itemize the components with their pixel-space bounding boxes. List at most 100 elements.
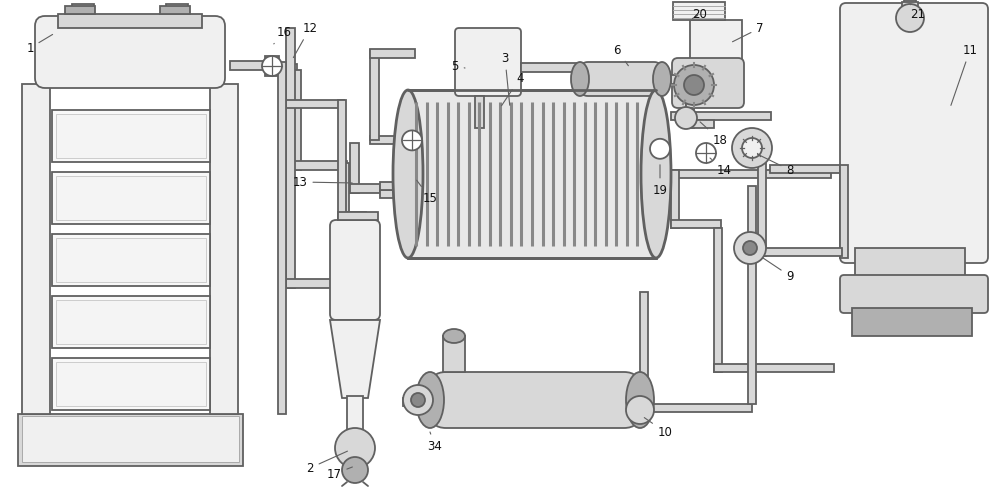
Bar bbox=[686, 83, 694, 128]
Bar bbox=[292, 70, 301, 170]
Text: 16: 16 bbox=[274, 25, 292, 44]
Circle shape bbox=[734, 232, 766, 264]
Ellipse shape bbox=[416, 372, 444, 428]
Bar bbox=[370, 137, 404, 144]
Bar bbox=[52, 234, 210, 286]
Bar bbox=[340, 219, 370, 228]
Ellipse shape bbox=[393, 90, 423, 258]
Bar bbox=[640, 404, 752, 412]
Text: 10: 10 bbox=[644, 418, 672, 439]
Circle shape bbox=[403, 385, 433, 415]
Bar bbox=[443, 336, 465, 372]
Bar bbox=[56, 300, 206, 344]
Bar bbox=[286, 100, 344, 108]
Bar bbox=[52, 358, 210, 410]
Text: 2: 2 bbox=[306, 451, 347, 474]
Bar bbox=[380, 182, 408, 190]
Bar bbox=[338, 100, 346, 220]
Bar bbox=[160, 6, 190, 14]
Bar bbox=[370, 50, 379, 141]
Circle shape bbox=[674, 65, 714, 105]
Bar bbox=[210, 84, 238, 414]
Bar bbox=[370, 49, 415, 59]
FancyBboxPatch shape bbox=[35, 16, 225, 88]
Text: 19: 19 bbox=[652, 165, 668, 197]
Bar bbox=[714, 364, 834, 372]
Bar bbox=[840, 165, 848, 258]
Ellipse shape bbox=[443, 329, 465, 343]
Bar bbox=[56, 176, 206, 220]
Bar bbox=[340, 163, 349, 228]
Circle shape bbox=[896, 4, 924, 32]
Text: 17: 17 bbox=[326, 467, 352, 481]
Circle shape bbox=[732, 128, 772, 168]
Bar bbox=[671, 170, 831, 178]
Text: 7: 7 bbox=[732, 21, 764, 42]
Bar bbox=[292, 161, 347, 170]
Circle shape bbox=[411, 393, 425, 407]
Text: 6: 6 bbox=[613, 43, 628, 66]
Circle shape bbox=[743, 241, 757, 255]
Bar bbox=[56, 114, 206, 158]
Bar bbox=[758, 146, 766, 256]
Text: 14: 14 bbox=[710, 158, 732, 177]
Ellipse shape bbox=[653, 62, 671, 96]
Circle shape bbox=[626, 396, 654, 424]
Bar bbox=[72, 4, 94, 16]
Bar bbox=[686, 84, 694, 108]
Bar bbox=[671, 75, 681, 84]
Bar bbox=[230, 61, 268, 70]
Bar bbox=[286, 28, 295, 288]
FancyBboxPatch shape bbox=[840, 3, 988, 263]
Bar bbox=[852, 308, 972, 336]
Ellipse shape bbox=[641, 90, 671, 258]
Bar bbox=[475, 96, 484, 128]
Bar bbox=[855, 248, 965, 278]
Bar bbox=[58, 14, 202, 28]
Bar bbox=[278, 62, 286, 414]
Circle shape bbox=[402, 130, 422, 150]
FancyBboxPatch shape bbox=[580, 62, 662, 96]
FancyBboxPatch shape bbox=[840, 275, 988, 313]
Bar bbox=[671, 220, 721, 228]
Text: 5: 5 bbox=[451, 60, 465, 73]
Bar bbox=[640, 292, 648, 412]
Bar bbox=[671, 170, 679, 228]
Bar bbox=[758, 248, 842, 256]
Bar bbox=[673, 2, 725, 20]
Bar bbox=[904, 0, 916, 4]
Bar bbox=[56, 238, 206, 282]
Circle shape bbox=[684, 75, 704, 95]
Text: 20: 20 bbox=[692, 7, 707, 20]
Text: 34: 34 bbox=[428, 432, 442, 452]
Bar bbox=[347, 396, 363, 434]
Bar bbox=[65, 6, 95, 14]
Text: 9: 9 bbox=[762, 258, 794, 283]
Text: 15: 15 bbox=[417, 180, 437, 204]
Text: 1: 1 bbox=[26, 35, 53, 55]
Bar bbox=[770, 165, 840, 173]
Bar bbox=[344, 212, 366, 222]
Bar bbox=[686, 120, 714, 128]
Text: 18: 18 bbox=[700, 122, 727, 146]
Text: 21: 21 bbox=[910, 4, 926, 20]
Bar bbox=[902, 2, 918, 12]
Bar bbox=[748, 186, 756, 404]
Bar bbox=[690, 20, 742, 98]
FancyBboxPatch shape bbox=[430, 372, 640, 428]
Polygon shape bbox=[330, 320, 380, 398]
Bar bbox=[166, 4, 188, 16]
Circle shape bbox=[675, 107, 697, 129]
FancyBboxPatch shape bbox=[455, 28, 521, 96]
Bar bbox=[403, 398, 431, 406]
Text: 4: 4 bbox=[502, 72, 524, 106]
Bar bbox=[714, 228, 722, 372]
Circle shape bbox=[335, 428, 375, 468]
Bar bbox=[22, 84, 50, 414]
Circle shape bbox=[342, 457, 368, 483]
Bar bbox=[286, 279, 366, 288]
FancyBboxPatch shape bbox=[672, 58, 744, 108]
Bar bbox=[408, 90, 656, 258]
Bar bbox=[350, 184, 380, 193]
Bar bbox=[56, 362, 206, 406]
